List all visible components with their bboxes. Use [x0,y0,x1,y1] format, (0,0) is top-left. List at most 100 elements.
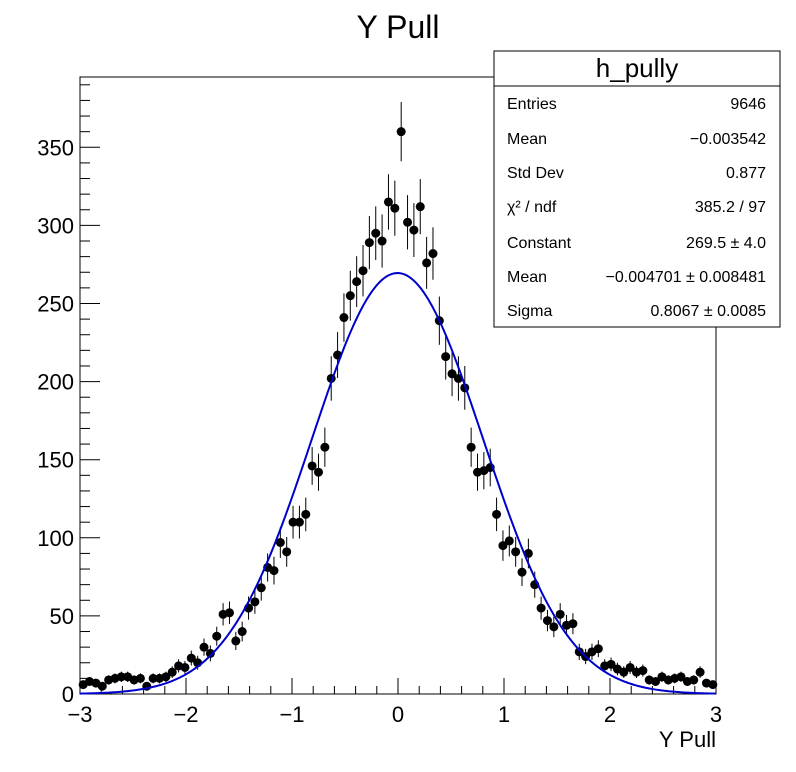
data-point [294,517,304,527]
stats-row-label: Sigma [507,303,552,320]
stats-row-label: Entries [507,96,557,113]
data-point [504,536,514,546]
x-tick-label: 1 [498,702,510,727]
data-point [301,509,311,519]
data-point [511,547,521,557]
x-tick-label: −2 [173,702,198,727]
x-axis: −3 −2 −1 0 1 2 3 [67,678,722,727]
stats-row-label: Mean [507,131,547,148]
y-tick-label: 0 [62,682,74,707]
stats-row-value: −0.003542 [690,131,766,148]
data-point [549,622,559,632]
data-point [517,567,527,577]
y-tick-label: 300 [37,213,74,238]
data-point [282,547,292,557]
data-point [339,313,349,323]
data-point [352,277,362,287]
data-point [377,236,387,246]
data-point [135,673,145,683]
y-tick-label: 50 [50,604,74,629]
data-point [288,517,298,527]
stats-row-label: Constant [507,235,572,252]
data-point [689,675,699,685]
y-tick-label: 350 [37,135,74,160]
stats-row-label: χ² / ndf [507,199,557,216]
x-tick-label: −1 [279,702,304,727]
y-tick-label: 150 [37,448,74,473]
data-point [314,467,323,477]
data-point [555,609,565,619]
data-point [116,672,126,682]
stats-row-value: 385.2 / 97 [695,199,766,216]
stats-row-value: 269.5 ± 4.0 [686,235,766,252]
data-point [403,217,413,227]
data-point [161,672,171,682]
data-point [422,258,432,268]
y-tick-label: 100 [37,526,74,551]
data-point [256,583,266,593]
data-point [186,653,196,663]
data-point [708,680,718,690]
data-point [441,352,451,362]
x-tick-label: 3 [710,702,722,727]
data-point [345,291,355,301]
data-point [415,202,425,212]
data-point [695,667,705,677]
x-tick-label: −3 [67,702,92,727]
stats-row-value: −0.004701 ± 0.008481 [606,269,767,286]
data-point [320,442,330,452]
x-tick-label: 0 [392,702,404,727]
data-point [396,127,406,137]
stats-row-value: 0.8067 ± 0.0085 [650,303,766,320]
data-point [237,627,247,637]
stats-box-frame [493,50,781,328]
x-axis-title: Y Pull [659,727,716,752]
data-point [409,225,419,235]
data-point [498,541,508,551]
data-point [167,667,177,677]
stats-row-label: Mean [507,269,547,286]
data-point [574,647,584,657]
stats-row-label: Std Dev [507,165,564,182]
data-point [619,667,629,677]
data-point [676,672,686,682]
data-point [638,666,648,676]
data-point [358,266,368,276]
y-axis: 0 50 100 150 200 250 300 350 [37,84,100,707]
x-tick-label: 2 [604,702,616,727]
data-point [212,631,222,641]
data-point [447,369,457,379]
data-point [364,238,374,248]
data-point [199,642,209,652]
data-point [180,662,190,672]
data-point [148,673,158,683]
data-point [651,677,661,687]
y-tick-label: 200 [37,370,74,395]
data-point [593,644,603,654]
chart-title: Y Pull [356,9,439,45]
data-point [606,659,616,669]
data-point [275,537,285,547]
data-point [250,597,260,607]
y-tick-label: 250 [37,291,74,316]
data-markers [78,127,718,691]
data-point [224,608,234,618]
data-point [307,461,317,471]
data-point [97,681,107,691]
data-point [542,616,552,626]
data-point [492,509,502,519]
data-point [390,203,400,213]
data-point [428,249,438,259]
data-point [205,648,215,658]
stats-box-title: h_pully [596,53,678,83]
data-point [568,619,578,629]
stats-box: h_pully Entries 9646 Mean −0.003542 Std Dev 0… [493,50,781,328]
data-point [536,603,546,613]
data-point [269,566,279,576]
data-point [371,228,381,238]
data-point [231,636,241,646]
stats-row-value: 9646 [730,96,766,113]
stats-rows: Entries 9646 Mean −0.003542 Std Dev 0.877 χ² /… [507,96,766,320]
gaussian-fit-curve [79,272,717,695]
